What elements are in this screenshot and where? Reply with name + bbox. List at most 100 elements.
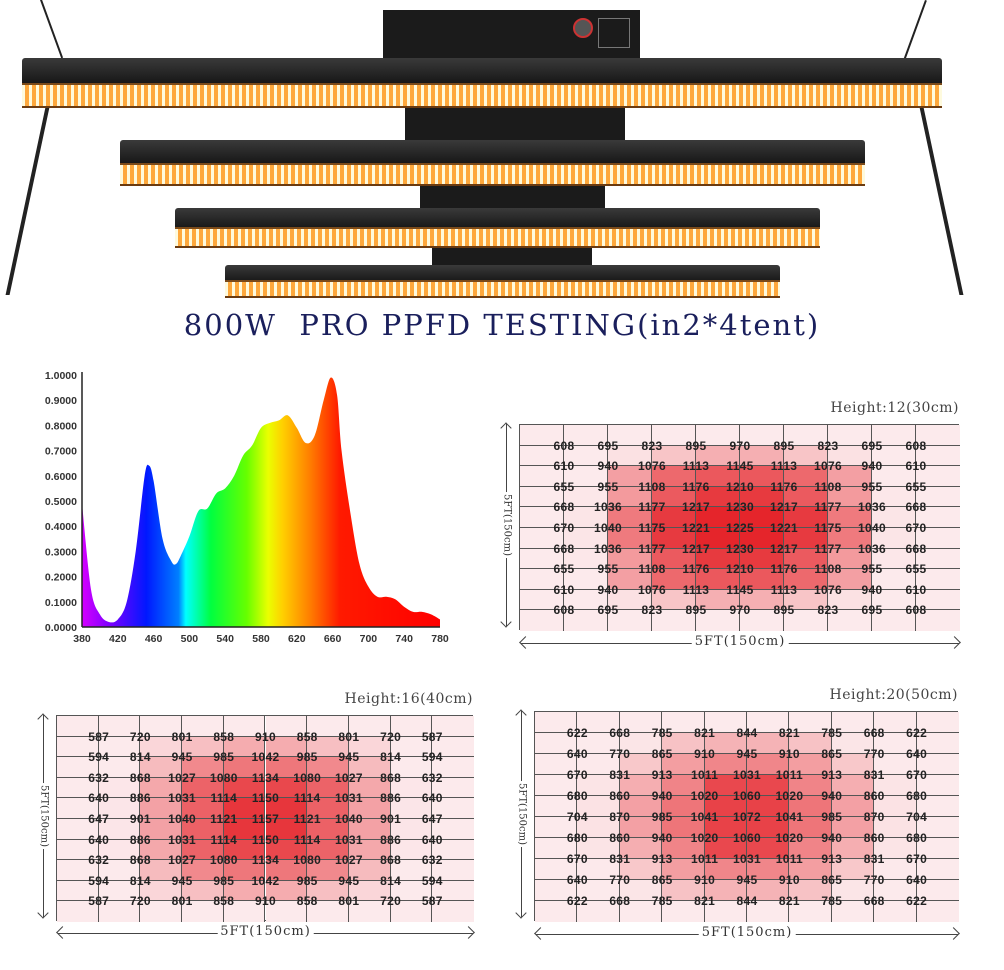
heatmap-cell [747,712,790,733]
ppfd-value: 670 [553,521,575,535]
heatmap-cell [874,817,917,838]
heatmap-cell [704,859,747,880]
ppfd-value: 1011 [775,852,804,866]
ppfd-value: 1080 [293,770,322,785]
heatmap-cell [662,838,705,859]
ppfd-value: 655 [553,479,575,494]
x-tick-label: 660 [324,633,342,645]
ppfd-value: 647 [88,812,110,826]
ppfd-value: 940 [821,831,843,845]
heatmap-cell [916,712,959,733]
heatmap-cell [789,880,832,901]
ppfd-value: 695 [597,438,619,453]
x-tick-label: 740 [395,633,413,645]
x-tick-label: 460 [145,633,163,645]
ppfd-value: 860 [863,831,885,845]
heatmap-cell [140,777,183,799]
heatmap-cell [619,712,663,733]
heatmap-cell [696,569,740,590]
ppfd-grid: 587 720 801 858 910 858 801 720 587 594 814 945 985 1… [56,715,474,922]
heatmap-cell [652,425,696,446]
ppfd-value: 823 [641,603,663,618]
heatmap-cell [98,716,141,737]
ppfd-value: 608 [905,603,927,618]
heatmap-cell [57,777,99,799]
ppfd-value: 1150 [251,832,280,847]
ppfd-value: 1041 [775,810,804,824]
heatmap-cell [916,859,959,880]
heatmap-cell [564,569,608,590]
ppfd-value: 1114 [210,791,238,806]
heatmap-cell [140,880,183,902]
heatmap-cell [740,548,784,570]
heatmap-cell [874,838,917,859]
ppfd-value: 1027 [168,770,197,785]
ppfd-value: 622 [566,894,588,908]
ppfd-value: 640 [906,873,928,887]
heatmap-cell [652,589,696,611]
ppfd-value: 865 [821,873,843,887]
heatmap-cell [535,817,578,838]
ppfd-value: 955 [861,562,883,577]
ppfd-value: 610 [905,459,927,474]
y-tick-label: 0.7000 [45,446,77,458]
heatmap-cell [577,775,620,796]
heatmap-cell [223,798,266,819]
heatmap-cell [307,777,349,799]
ppfd-value: 1134 [251,853,280,868]
heatmap-cell [265,716,308,737]
heatmap-cell [789,796,832,817]
led-bar [175,208,820,248]
width-dimension-label: 5FT(150cm) [217,924,314,939]
depth-dimension-arrow: 5FT(150cm) [501,424,512,626]
heatmap-cell [747,733,790,754]
heatmap-cell [828,548,872,570]
heatmap-cell [747,901,790,922]
heatmap-cell [696,507,740,528]
ppfd-value: 1145 [726,582,754,597]
heatmap-cell [608,528,652,549]
ppfd-value: 1036 [594,500,622,515]
heatmap-cell [98,819,141,840]
heatmap-cell [57,880,99,902]
heatmap-cell [619,817,663,838]
heatmap-cell [619,838,663,859]
heatmap-cell [789,754,832,775]
ppfd-grid: 608 695 823 895 970 895 823 695 608 610 940 1076 111… [519,424,960,631]
heatmap-cell [535,901,578,922]
heatmap-cell [182,819,224,840]
heatmap-cell [265,860,308,881]
x-tick-label: 500 [181,633,199,645]
hanging-wire [903,0,927,59]
heatmap-cell [704,901,747,922]
ppfd-value: 940 [597,582,619,597]
heatmap-cell [828,425,872,446]
ppfd-value: 1031 [168,832,197,847]
ppfd-value: 913 [821,768,843,782]
heatmap-cell [789,817,832,838]
heatmap-cell [747,859,790,880]
heatmap-cell [577,817,620,838]
heatmap-cell [740,425,784,446]
ppfd-value: 632 [421,853,443,868]
ppfd-value: 985 [296,873,318,888]
heatmap-cell [916,589,960,611]
y-tick-label: 0.2000 [45,572,77,584]
heatmap-cell [608,466,652,487]
heatmap-cell [619,880,663,901]
heatmap-cell [140,798,183,819]
heatmap-cell [182,880,224,902]
ppfd-value: 1210 [726,562,754,577]
heatmap-cell [307,860,349,881]
ppfd-value: 1121 [293,812,321,826]
ppfd-value: 940 [861,459,883,474]
ppfd-value: 945 [338,750,360,765]
ppfd-value: 622 [566,726,588,740]
led-bar [225,265,780,298]
ppfd-value: 865 [651,873,673,887]
heatmap-cell [520,610,564,631]
ppfd-value: 1031 [168,791,197,806]
heatmap-cell [704,880,747,901]
ppfd-value: 868 [380,853,402,868]
heatmap-cell [348,839,391,861]
